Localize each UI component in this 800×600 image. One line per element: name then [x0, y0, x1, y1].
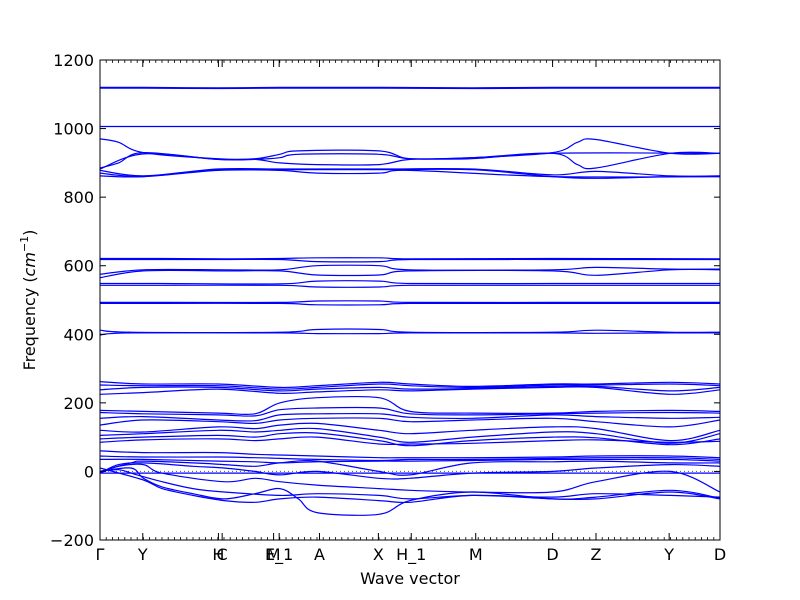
y-axis-title-prefix: Frequency ( — [20, 276, 39, 370]
y-tick-label: 800 — [63, 188, 94, 207]
band-line-13 — [100, 268, 720, 279]
x-axis-title: Wave vector — [360, 569, 460, 588]
band-line-22 — [100, 385, 720, 392]
x-tick-label: A — [314, 545, 325, 564]
band-line-23 — [100, 386, 720, 395]
x-tick-label: Y — [663, 545, 674, 564]
band-line-11 — [100, 258, 720, 263]
x-tick-label: Z — [591, 545, 602, 564]
band-line-28 — [100, 422, 720, 442]
y-tick-label: 0 — [84, 462, 94, 481]
band-line-25 — [100, 406, 720, 417]
y-tick-label: 1200 — [53, 51, 94, 70]
x-tick-label: M — [267, 545, 281, 564]
band-line-34 — [100, 458, 720, 464]
band-line-9 — [100, 169, 720, 178]
band-line-37 — [100, 463, 720, 494]
band-line-35 — [100, 460, 720, 476]
band-line-30 — [100, 431, 720, 447]
y-axis-title-exponent: −1 — [18, 236, 31, 252]
x-tick-label: E_1 — [265, 545, 293, 565]
plot-area — [100, 60, 720, 540]
plot-frame — [99, 59, 721, 541]
x-tick-label: H — [212, 545, 224, 564]
band-line-6 — [100, 152, 720, 170]
y-tick-label: 200 — [63, 394, 94, 413]
band-line-36 — [100, 462, 720, 480]
x-tick-label: H_1 — [396, 545, 426, 565]
band-line-4 — [100, 138, 720, 161]
band-line-19 — [100, 332, 720, 336]
band-line-40 — [100, 467, 720, 504]
band-line-14 — [100, 280, 720, 285]
x-axis-ticks: Γ Y HC ME_1 A X H_1 M D Z Y D — [96, 60, 726, 565]
phonon-bands — [100, 86, 720, 516]
y-tick-label: 1000 — [53, 120, 94, 139]
band-line-12 — [100, 264, 720, 275]
band-line-16 — [100, 300, 720, 304]
y-axis-title: Frequency (cm−1) — [18, 230, 39, 371]
band-line-17 — [100, 302, 720, 306]
band-line-29 — [100, 427, 720, 444]
band-line-27 — [100, 417, 720, 428]
band-line-10 — [100, 257, 720, 260]
band-line-21 — [100, 383, 720, 390]
x-tick-label: D — [546, 545, 558, 564]
x-tick-label: Y — [137, 545, 148, 564]
y-axis-title-unit: cm — [20, 252, 39, 276]
x-tick-label: Γ — [96, 545, 105, 564]
band-line-24 — [100, 395, 720, 416]
band-line-15 — [100, 284, 720, 288]
y-tick-label: −200 — [50, 531, 94, 550]
band-line-31 — [100, 436, 720, 446]
x-tick-label: D — [714, 545, 726, 564]
x-tick-label: C — [217, 545, 228, 564]
band-line-20 — [100, 381, 720, 389]
y-tick-label: 600 — [63, 257, 94, 276]
x-tick-label: X — [373, 545, 384, 564]
x-tick-label: M — [469, 545, 483, 564]
y-axis-ticks: −200 0 200 400 600 800 1000 1200 — [50, 51, 720, 550]
y-axis-title-suffix: ) — [20, 230, 39, 236]
band-line-32 — [100, 450, 720, 459]
band-line-38 — [100, 468, 720, 500]
y-tick-label: 400 — [63, 325, 94, 344]
band-line-26 — [100, 412, 720, 422]
